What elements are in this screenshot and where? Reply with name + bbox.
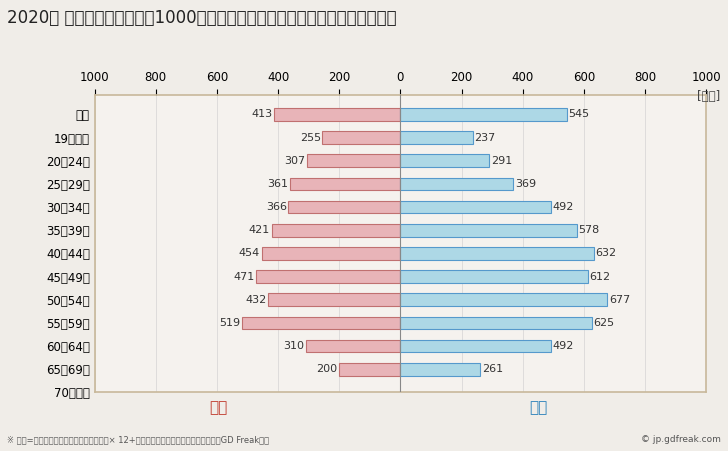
Bar bbox=[290, 178, 400, 190]
Text: 677: 677 bbox=[609, 295, 630, 305]
Text: © jp.gdfreak.com: © jp.gdfreak.com bbox=[641, 435, 721, 444]
Bar bbox=[323, 131, 400, 144]
Text: 413: 413 bbox=[251, 110, 272, 120]
Text: 2020年 民間企業（従業者数1000人以上）フルタイム労働者の男女別平均年収: 2020年 民間企業（従業者数1000人以上）フルタイム労働者の男女別平均年収 bbox=[7, 9, 397, 27]
Bar bbox=[400, 178, 513, 190]
Bar bbox=[261, 247, 400, 260]
Text: 632: 632 bbox=[596, 249, 617, 258]
Bar bbox=[306, 340, 400, 352]
Text: 578: 578 bbox=[579, 225, 600, 235]
Text: 492: 492 bbox=[553, 202, 574, 212]
Text: [万円]: [万円] bbox=[697, 90, 721, 103]
Text: 625: 625 bbox=[593, 318, 614, 328]
Bar bbox=[400, 247, 593, 260]
Text: 545: 545 bbox=[569, 110, 590, 120]
Bar bbox=[272, 224, 400, 237]
Text: 255: 255 bbox=[300, 133, 321, 143]
Text: 366: 366 bbox=[266, 202, 287, 212]
Bar bbox=[400, 108, 567, 121]
Text: 237: 237 bbox=[475, 133, 496, 143]
Text: 307: 307 bbox=[284, 156, 305, 166]
Bar bbox=[400, 154, 489, 167]
Text: 454: 454 bbox=[239, 249, 260, 258]
Bar bbox=[400, 224, 577, 237]
Text: 492: 492 bbox=[553, 341, 574, 351]
Text: 471: 471 bbox=[234, 272, 255, 281]
Text: 612: 612 bbox=[589, 272, 610, 281]
Text: 369: 369 bbox=[515, 179, 536, 189]
Text: 200: 200 bbox=[317, 364, 338, 374]
Text: 361: 361 bbox=[267, 179, 288, 189]
Text: 519: 519 bbox=[219, 318, 240, 328]
Bar bbox=[242, 317, 400, 329]
Text: 261: 261 bbox=[482, 364, 503, 374]
Bar bbox=[269, 293, 400, 306]
Text: ※ 年収=「きまって支給する現金給与額」× 12+「年間賞与その他特別給与額」としてGD Freak推計: ※ 年収=「きまって支給する現金給与額」× 12+「年間賞与その他特別給与額」と… bbox=[7, 435, 269, 444]
Bar bbox=[400, 340, 551, 352]
Bar bbox=[400, 201, 551, 213]
Bar bbox=[339, 363, 400, 376]
Bar bbox=[400, 363, 480, 376]
Text: 310: 310 bbox=[283, 341, 304, 351]
Bar bbox=[400, 317, 592, 329]
Text: 女性: 女性 bbox=[209, 400, 228, 416]
Bar bbox=[400, 270, 587, 283]
Text: 421: 421 bbox=[249, 225, 270, 235]
Bar bbox=[306, 154, 400, 167]
Bar bbox=[274, 108, 400, 121]
Bar bbox=[288, 201, 400, 213]
Bar bbox=[400, 293, 607, 306]
Bar bbox=[400, 131, 473, 144]
Bar bbox=[256, 270, 400, 283]
Text: 291: 291 bbox=[491, 156, 513, 166]
Text: 男性: 男性 bbox=[529, 400, 548, 416]
Text: 432: 432 bbox=[245, 295, 266, 305]
